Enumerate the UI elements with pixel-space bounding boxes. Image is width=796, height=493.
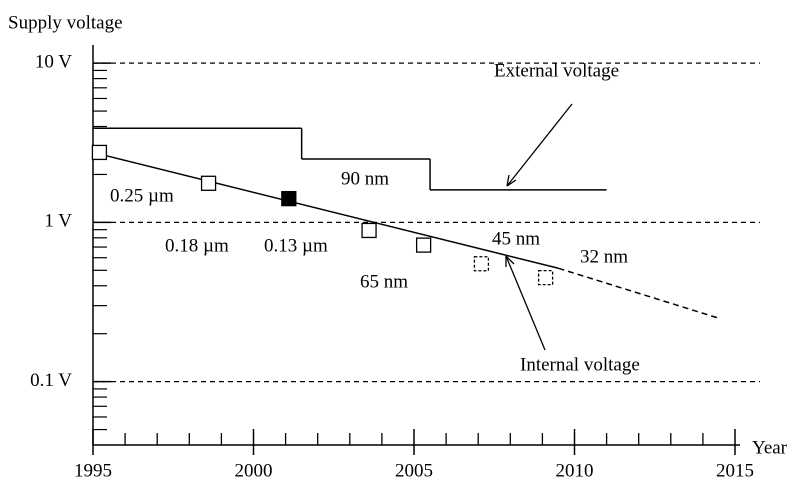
- annotation: 45 nm: [492, 228, 540, 249]
- arrow: [505, 255, 546, 351]
- annotation: 0.13 µm: [264, 235, 328, 256]
- arrow-head: [505, 255, 515, 267]
- marker: [200, 175, 217, 191]
- x-tick-label: 2015: [716, 460, 754, 481]
- marker: [415, 237, 432, 253]
- marker: [473, 256, 490, 272]
- x-tick-label: 2000: [235, 460, 273, 481]
- annotation: 32 nm: [580, 246, 628, 267]
- annotation: 90 nm: [341, 168, 389, 189]
- series-label: Internal voltage: [520, 354, 640, 375]
- annotation: 65 nm: [360, 271, 408, 292]
- y-tick-label: 10 V: [35, 52, 72, 73]
- series-label: External voltage: [494, 60, 619, 81]
- series-line: [92, 151, 559, 270]
- x-tick-label: 2010: [556, 460, 594, 481]
- y-tick-label: 1 V: [44, 211, 72, 232]
- x-tick-label: 2005: [395, 460, 433, 481]
- marker: [281, 190, 297, 207]
- annotation: 0.18 µm: [165, 235, 229, 256]
- y-axis-label: Supply voltage: [8, 12, 123, 33]
- marker: [537, 269, 554, 286]
- x-tick-label: 1995: [74, 460, 112, 481]
- arrow-head: [506, 174, 517, 187]
- series-line: [558, 267, 720, 319]
- annotation: 0.25 µm: [110, 185, 174, 206]
- marker: [361, 222, 377, 239]
- marker: [91, 144, 108, 161]
- x-axis-label: Year: [752, 437, 788, 458]
- arrow: [506, 103, 573, 187]
- y-tick-label: 0.1 V: [30, 370, 72, 391]
